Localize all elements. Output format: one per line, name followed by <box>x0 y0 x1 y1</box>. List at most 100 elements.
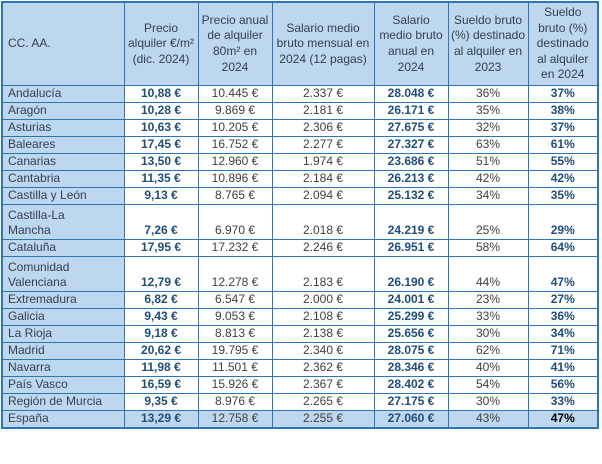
price-per-m2-cell: 12,79 € <box>123 255 199 292</box>
annual-rent-cell: 12.278 € <box>197 255 273 292</box>
table-row: Galicia 9,43 €9.053 €2.108 €25.299 €33% 36… <box>1 307 599 326</box>
region-cell: Castilla-La Mancha <box>1 203 125 240</box>
table-row-total: España 13,29 €12.758 €2.255 €27.060 €43% 4… <box>1 409 599 429</box>
table-row: Andalucía 10,88 €10.445 €2.337 €28.048 €3… <box>1 84 599 103</box>
monthly-salary-cell: 2.277 € <box>271 135 375 154</box>
annual-rent-cell: 8.765 € <box>197 186 273 205</box>
annual-rent-cell: 8.813 € <box>197 324 273 343</box>
pct-2024-cell: 47% <box>527 409 599 429</box>
monthly-salary-cell: 2.138 € <box>271 324 375 343</box>
price-per-m2-cell: 9,43 € <box>123 307 199 326</box>
pct-2023-cell: 23% <box>447 290 529 309</box>
pct-2023-cell: 43% <box>447 409 529 429</box>
table-row: Comunidad Valenciana 12,79 €12.278 €2.183 … <box>1 255 599 292</box>
table-row: País Vasco 16,59 €15.926 €2.367 €28.402 €… <box>1 375 599 394</box>
annual-rent-cell: 6.547 € <box>197 290 273 309</box>
price-per-m2-cell: 17,45 € <box>123 135 199 154</box>
monthly-salary-cell: 1.974 € <box>271 152 375 171</box>
table-row: Baleares 17,45 €16.752 €2.277 €27.327 €63… <box>1 135 599 154</box>
monthly-salary-cell: 2.018 € <box>271 203 375 240</box>
pct-2024-cell: 64% <box>527 238 599 257</box>
pct-2024-cell: 37% <box>527 118 599 137</box>
pct-2024-cell: 56% <box>527 375 599 394</box>
annual-rent-cell: 10.205 € <box>197 118 273 137</box>
annual-salary-cell: 27.060 € <box>373 409 449 429</box>
region-name: Madrid <box>8 342 45 357</box>
table-row: Navarra 11,98 €11.501 €2.362 €28.346 €40%… <box>1 358 599 377</box>
region-cell: País Vasco <box>1 375 125 394</box>
pct-2023-cell: 34% <box>447 186 529 205</box>
pct-2024-cell: 34% <box>527 324 599 343</box>
region-name: Cataluña <box>8 239 57 254</box>
col-header-annual-rent: Precio anual de alquiler 80m² en 2024 <box>197 1 273 86</box>
annual-salary-cell: 26.190 € <box>373 255 449 292</box>
pct-2023-cell: 33% <box>447 307 529 326</box>
price-per-m2-cell: 16,59 € <box>123 375 199 394</box>
pct-2024-cell: 47% <box>527 255 599 292</box>
table-body: Andalucía 10,88 €10.445 €2.337 €28.048 €3… <box>1 84 599 429</box>
annual-rent-cell: 10.896 € <box>197 169 273 188</box>
col-header-annual-salary: Salario medio bruto anual en 2024 <box>373 1 449 86</box>
pct-2024-cell: 37% <box>527 84 599 103</box>
price-per-m2-cell: 10,28 € <box>123 101 199 120</box>
region-cell: Baleares <box>1 135 125 154</box>
annual-salary-cell: 28.048 € <box>373 84 449 103</box>
region-name: País Vasco <box>8 376 68 391</box>
annual-salary-cell: 23.686 € <box>373 152 449 171</box>
region-cell: Comunidad Valenciana <box>1 255 125 292</box>
region-name: La Rioja <box>8 325 53 340</box>
table-row: Castilla-La Mancha 7,26 €6.970 €2.018 €24.… <box>1 203 599 240</box>
table-row: Extremadura 6,82 €6.547 €2.000 €24.001 €2… <box>1 290 599 309</box>
annual-rent-cell: 10.445 € <box>197 84 273 103</box>
annual-salary-cell: 26.951 € <box>373 238 449 257</box>
annual-rent-cell: 11.501 € <box>197 358 273 377</box>
annual-salary-cell: 28.402 € <box>373 375 449 394</box>
annual-salary-cell: 26.171 € <box>373 101 449 120</box>
annual-salary-cell: 24.219 € <box>373 203 449 240</box>
annual-rent-cell: 8.976 € <box>197 392 273 411</box>
header-row: CC. AA. Precio alquiler €/m² (dic. 2024)… <box>1 1 599 86</box>
annual-salary-cell: 25.132 € <box>373 186 449 205</box>
region-name: Asturias <box>8 119 52 134</box>
region-cell: Navarra <box>1 358 125 377</box>
annual-rent-cell: 9.053 € <box>197 307 273 326</box>
region-name: Aragón <box>8 102 47 117</box>
region-name: Andalucía <box>8 85 62 100</box>
monthly-salary-cell: 2.108 € <box>271 307 375 326</box>
annual-rent-cell: 12.758 € <box>197 409 273 429</box>
table-row: Asturias 10,63 €10.205 €2.306 €27.675 €32… <box>1 118 599 137</box>
monthly-salary-cell: 2.183 € <box>271 255 375 292</box>
table-row: Región de Murcia 9,35 €8.976 €2.265 €27.1… <box>1 392 599 411</box>
col-header-ccaa: CC. AA. <box>1 1 125 86</box>
price-per-m2-cell: 13,50 € <box>123 152 199 171</box>
monthly-salary-cell: 2.306 € <box>271 118 375 137</box>
table-row: Aragón 10,28 €9.869 €2.181 €26.171 €35% 38… <box>1 101 599 120</box>
rent-salary-table: CC. AA. Precio alquiler €/m² (dic. 2024)… <box>1 1 599 429</box>
annual-salary-cell: 25.299 € <box>373 307 449 326</box>
pct-2024-cell: 36% <box>527 307 599 326</box>
region-cell: Cataluña <box>1 238 125 257</box>
pct-2023-cell: 25% <box>447 203 529 240</box>
price-per-m2-cell: 10,63 € <box>123 118 199 137</box>
region-cell: Madrid <box>1 341 125 360</box>
pct-2023-cell: 44% <box>447 255 529 292</box>
annual-salary-cell: 25.656 € <box>373 324 449 343</box>
region-name: Valenciana <box>8 274 67 289</box>
region-name: Baleares <box>8 136 56 151</box>
region-name: Región de Murcia <box>8 393 103 408</box>
table-row: Castilla y León 9,13 €8.765 €2.094 €25.13… <box>1 186 599 205</box>
pct-2024-cell: 38% <box>527 101 599 120</box>
price-per-m2-cell: 9,18 € <box>123 324 199 343</box>
pct-2023-cell: 62% <box>447 341 529 360</box>
annual-rent-cell: 19.795 € <box>197 341 273 360</box>
pct-2023-cell: 58% <box>447 238 529 257</box>
col-header-monthly-salary: Salario medio bruto mensual en 2024 (12 … <box>271 1 375 86</box>
pct-2024-cell: 41% <box>527 358 599 377</box>
table-row: Cataluña 17,95 €17.232 €2.246 €26.951 €58… <box>1 238 599 257</box>
monthly-salary-cell: 2.184 € <box>271 169 375 188</box>
price-per-m2-cell: 13,29 € <box>123 409 199 429</box>
price-per-m2-cell: 6,82 € <box>123 290 199 309</box>
pct-2024-cell: 55% <box>527 152 599 171</box>
region-cell: Extremadura <box>1 290 125 309</box>
col-header-pct-2023: Sueldo bruto (%) destinado al alquiler e… <box>447 1 529 86</box>
